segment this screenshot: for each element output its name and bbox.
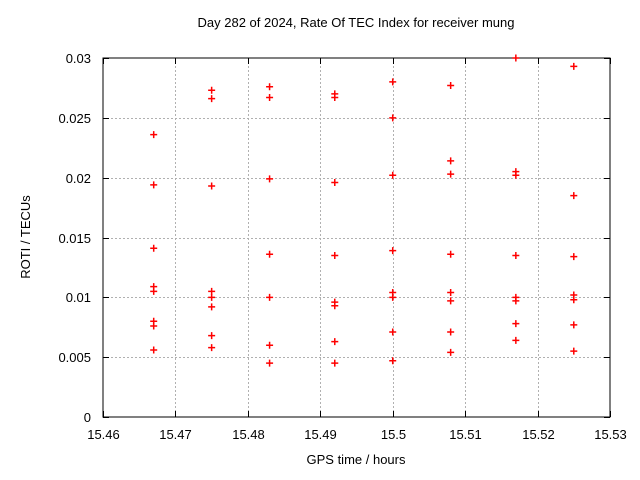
data-point bbox=[208, 95, 216, 103]
data-point bbox=[208, 303, 216, 311]
x-tick-label: 15.48 bbox=[232, 427, 265, 442]
data-point bbox=[208, 287, 216, 295]
data-point bbox=[331, 359, 339, 367]
data-point bbox=[447, 170, 455, 178]
data-point bbox=[266, 175, 274, 183]
y-axis-title: ROTI / TECUs bbox=[18, 195, 33, 279]
data-point bbox=[266, 341, 274, 349]
data-point bbox=[389, 114, 397, 122]
data-point bbox=[447, 250, 455, 258]
grid-layer bbox=[103, 58, 610, 417]
plot-border bbox=[102, 57, 611, 418]
data-point bbox=[331, 338, 339, 346]
data-point bbox=[512, 336, 520, 344]
x-tick-label: 15.49 bbox=[304, 427, 337, 442]
data-point bbox=[331, 251, 339, 259]
data-point bbox=[389, 247, 397, 255]
data-point bbox=[389, 171, 397, 179]
data-point bbox=[208, 293, 216, 301]
data-point bbox=[570, 253, 578, 261]
data-point bbox=[570, 321, 578, 329]
data-point bbox=[150, 244, 158, 252]
data-point bbox=[512, 297, 520, 305]
data-point bbox=[150, 131, 158, 139]
data-point bbox=[266, 359, 274, 367]
data-point bbox=[208, 182, 216, 190]
x-tick-label: 15.46 bbox=[87, 427, 120, 442]
data-point bbox=[150, 181, 158, 189]
data-point bbox=[389, 78, 397, 86]
data-point bbox=[447, 82, 455, 90]
data-point bbox=[447, 297, 455, 305]
x-tick-label: 15.53 bbox=[594, 427, 627, 442]
y-tick-label: 0.005 bbox=[58, 350, 91, 365]
data-point bbox=[447, 348, 455, 356]
data-point bbox=[389, 293, 397, 301]
tick-layer bbox=[103, 58, 611, 418]
x-tick-label: 15.5 bbox=[381, 427, 406, 442]
data-point bbox=[570, 347, 578, 355]
data-point bbox=[266, 93, 274, 101]
chart-title: Day 282 of 2024, Rate Of TEC Index for r… bbox=[198, 15, 515, 30]
y-tick-label: 0 bbox=[84, 410, 91, 425]
x-tick-label: 15.52 bbox=[522, 427, 555, 442]
data-point bbox=[208, 86, 216, 94]
data-point bbox=[266, 250, 274, 258]
data-point bbox=[512, 251, 520, 259]
data-point bbox=[512, 171, 520, 179]
data-point bbox=[447, 328, 455, 336]
data-point bbox=[208, 344, 216, 352]
data-point bbox=[570, 62, 578, 70]
data-point bbox=[447, 157, 455, 165]
y-tick-label: 0.015 bbox=[58, 231, 91, 246]
y-tick-label: 0.025 bbox=[58, 111, 91, 126]
data-points-layer bbox=[150, 54, 578, 367]
x-tick-label: 15.51 bbox=[449, 427, 482, 442]
x-axis-title: GPS time / hours bbox=[307, 452, 406, 467]
data-point bbox=[331, 93, 339, 101]
data-point bbox=[331, 178, 339, 186]
data-point bbox=[150, 287, 158, 295]
y-tick-label: 0.03 bbox=[66, 51, 91, 66]
y-tick-label: 0.02 bbox=[66, 171, 91, 186]
data-point bbox=[389, 357, 397, 365]
data-point bbox=[447, 289, 455, 297]
data-point bbox=[208, 332, 216, 340]
data-point bbox=[150, 322, 158, 330]
data-point bbox=[512, 320, 520, 328]
x-tick-label: 15.47 bbox=[159, 427, 192, 442]
data-point bbox=[512, 54, 520, 62]
data-point bbox=[570, 296, 578, 304]
tick-label-layer: 15.46 15.47 15.48 15.49 15.5 15.51 15.52 15.53 0… bbox=[58, 51, 626, 442]
y-tick-label: 0.01 bbox=[66, 290, 91, 305]
data-point bbox=[266, 293, 274, 301]
data-point bbox=[150, 346, 158, 354]
data-point bbox=[389, 328, 397, 336]
data-point bbox=[266, 83, 274, 91]
data-point bbox=[331, 302, 339, 310]
data-point bbox=[570, 192, 578, 200]
